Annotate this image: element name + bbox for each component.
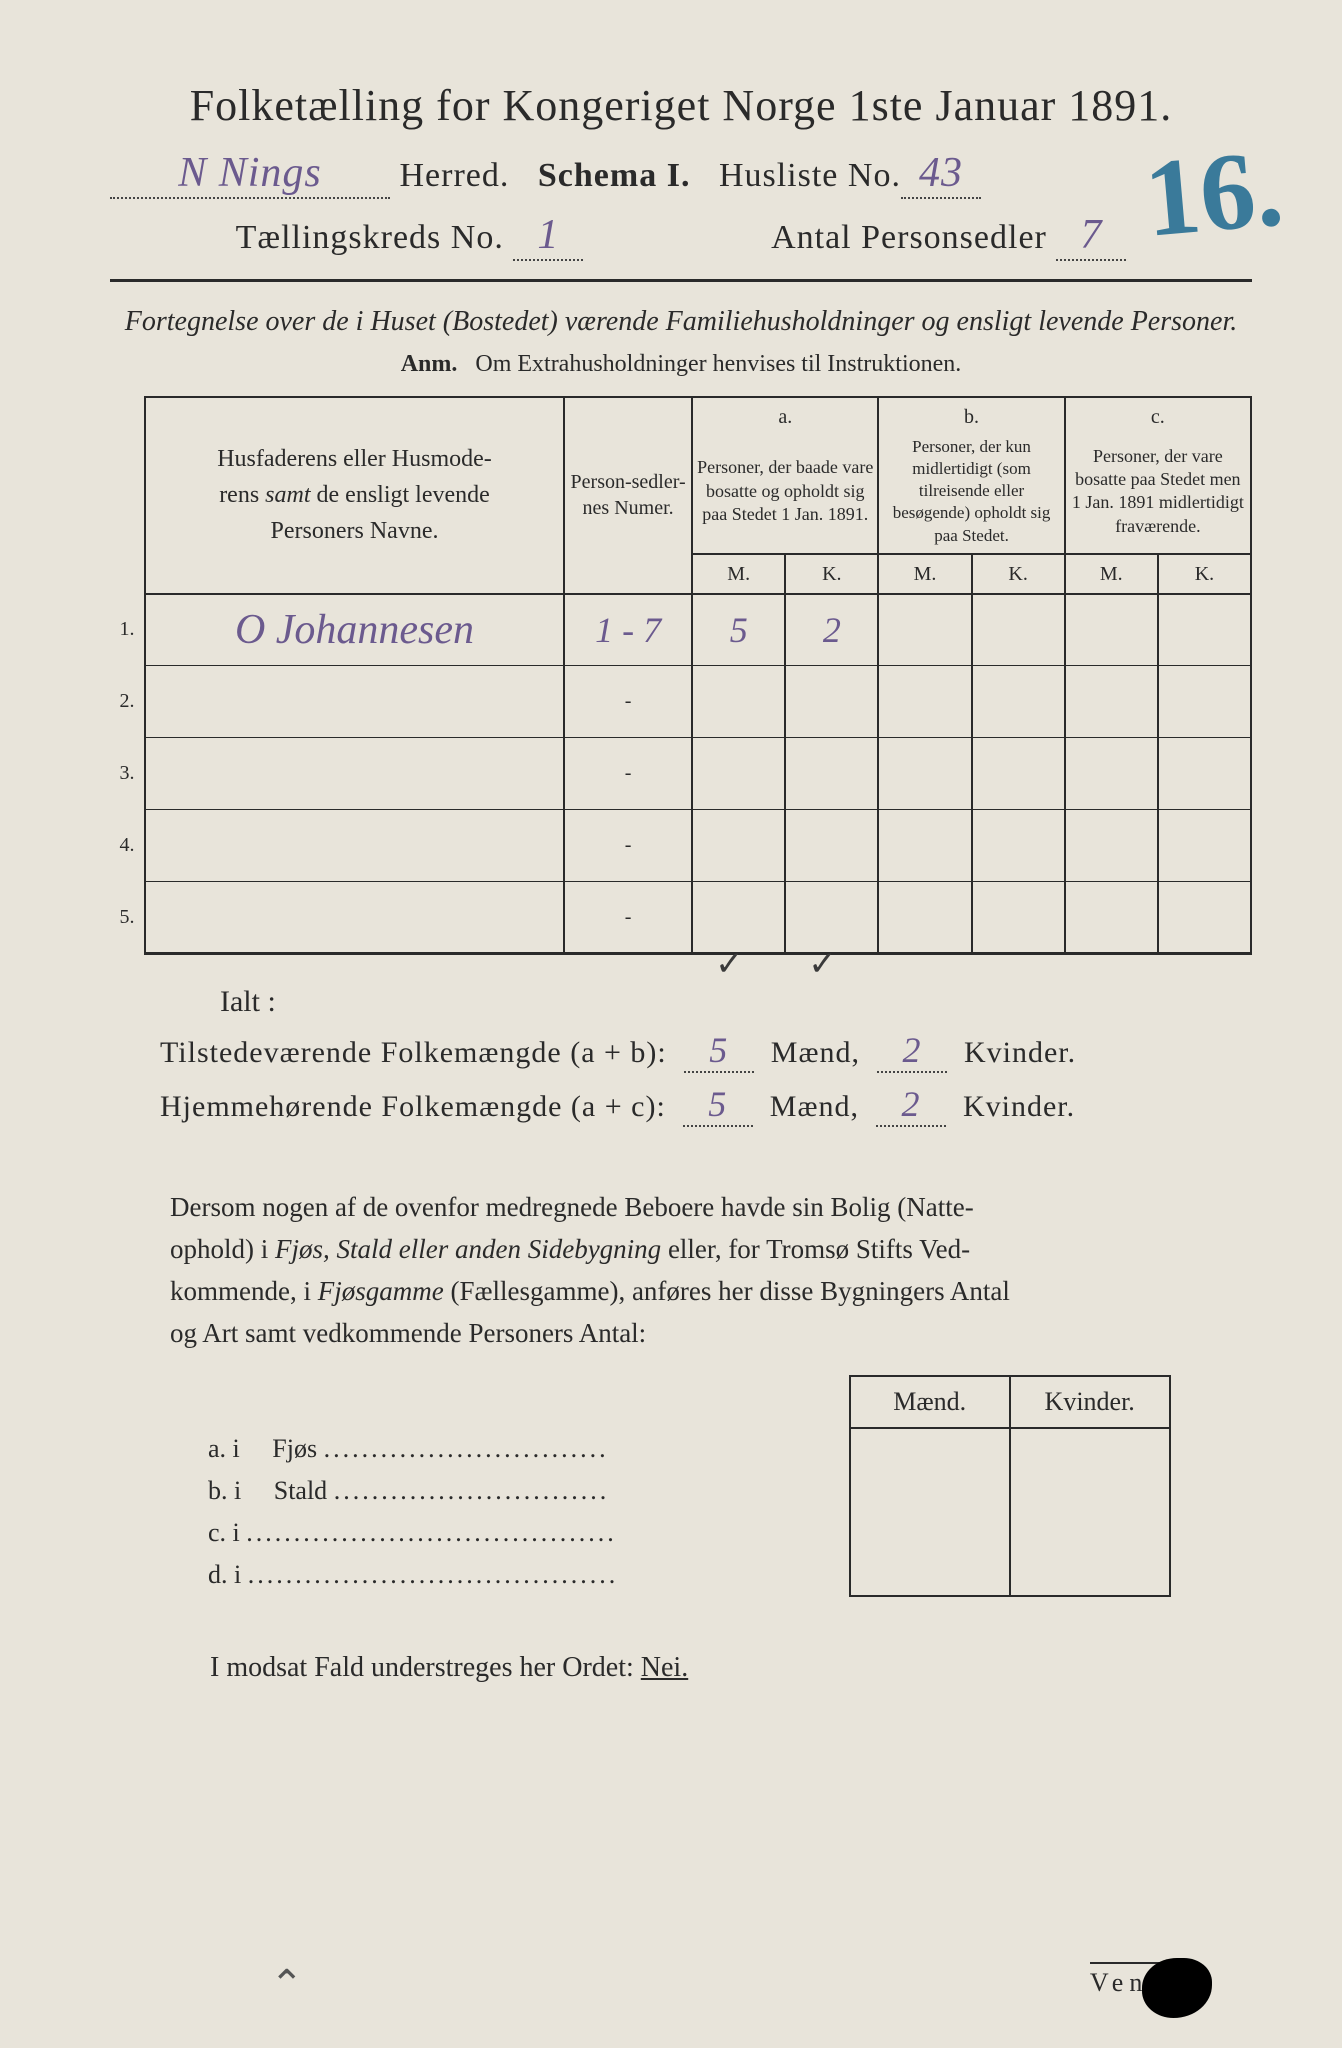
anm-label: Anm. bbox=[401, 351, 458, 377]
col-c-text: Personer, der vare bosatte paa Stedet me… bbox=[1065, 430, 1251, 553]
totals-line2-k: 2 bbox=[901, 1084, 920, 1124]
husliste-value: 43 bbox=[919, 150, 963, 196]
row1-name: O Johannesen bbox=[235, 607, 474, 653]
subtitle: Fortegnelse over de i Huset (Bostedet) v… bbox=[110, 302, 1252, 341]
totals-line2-label: Hjemmehørende Folkemængde (a + c): bbox=[160, 1090, 666, 1123]
col-cm: M. bbox=[1065, 554, 1158, 594]
table-row: 4. - bbox=[110, 810, 1251, 882]
row1-sedler: 1 - 7 bbox=[595, 610, 661, 650]
totals-line1-m: 5 bbox=[709, 1030, 728, 1070]
col-ak: K. bbox=[785, 554, 878, 594]
modsat-text: I modsat Fald understreges her Ordet: bbox=[210, 1652, 634, 1683]
sub-row: c. i ...................................… bbox=[200, 1512, 1170, 1554]
table-row: 3. - bbox=[110, 738, 1251, 810]
sub-row: a. i Fjøs .............................. bbox=[200, 1428, 1170, 1470]
totals-line1-label: Tilstedeværende Folkemængde (a + b): bbox=[160, 1036, 667, 1069]
col-a-text: Personer, der baade vare bosatte og opho… bbox=[692, 430, 878, 553]
ialt-label: Ialt : bbox=[220, 985, 1252, 1019]
row1-am: 5 bbox=[730, 610, 748, 650]
sub-row: b. i Stald ............................. bbox=[200, 1470, 1170, 1512]
herred-label: Herred. bbox=[400, 157, 510, 195]
col-am: M. bbox=[692, 554, 785, 594]
check-am: ✓ bbox=[715, 944, 744, 984]
ink-blot bbox=[1142, 1958, 1212, 2018]
col-b-text: Personer, der kun midlertidigt (som tilr… bbox=[878, 430, 1064, 553]
bottom-mark: ⌃ bbox=[270, 1961, 304, 2008]
col-ck: K. bbox=[1158, 554, 1251, 594]
nei-word: Nei. bbox=[641, 1652, 688, 1683]
anm-text: Om Extrahusholdninger henvises til Instr… bbox=[475, 351, 961, 377]
antal-label: Antal Personsedler bbox=[771, 219, 1047, 256]
schema-label: Schema I. bbox=[538, 157, 691, 195]
col-a-label: a. bbox=[692, 397, 878, 430]
husliste-label: Husliste No. bbox=[719, 157, 901, 195]
table-row: 2. - bbox=[110, 666, 1251, 738]
col-bm: M. bbox=[878, 554, 971, 594]
col-names: Husfaderens eller Husmode-rens samt de e… bbox=[217, 446, 492, 544]
kvinder-label2: Kvinder. bbox=[963, 1090, 1075, 1123]
col-bk: K. bbox=[972, 554, 1065, 594]
kreds-label: Tællingskreds No. bbox=[236, 219, 504, 256]
totals-line1-k: 2 bbox=[902, 1030, 921, 1070]
sub-row: d. i ...................................… bbox=[200, 1554, 1170, 1596]
row1-ak: 2 bbox=[823, 610, 841, 650]
herred-value: N Nings bbox=[178, 150, 322, 196]
side-building-paragraph: Dersom nogen af de ovenfor medregnede Be… bbox=[170, 1187, 1232, 1354]
col-c-label: c. bbox=[1065, 397, 1251, 430]
table-row: 1. O Johannesen 1 - 7 5 2 bbox=[110, 594, 1251, 666]
sub-kvinder: Kvinder. bbox=[1010, 1376, 1170, 1428]
maend-label2: Mænd, bbox=[770, 1090, 859, 1123]
maend-label: Mænd, bbox=[771, 1036, 860, 1069]
kvinder-label: Kvinder. bbox=[964, 1036, 1076, 1069]
table-row: 5. - ✓ ✓ bbox=[110, 882, 1251, 954]
col-b-label: b. bbox=[878, 397, 1064, 430]
sub-table: Mænd. Kvinder. a. i Fjøs ...............… bbox=[200, 1375, 1171, 1597]
totals-line2-m: 5 bbox=[708, 1084, 727, 1124]
kreds-value: 1 bbox=[537, 212, 559, 258]
check-ak: ✓ bbox=[808, 944, 837, 984]
antal-value: 7 bbox=[1080, 212, 1102, 258]
col-numer: Person-sedler-nes Numer. bbox=[564, 397, 692, 593]
main-table: Husfaderens eller Husmode-rens samt de e… bbox=[110, 396, 1252, 955]
page-title: Folketælling for Kongeriget Norge 1ste J… bbox=[110, 80, 1252, 131]
divider bbox=[110, 279, 1252, 282]
sub-maend: Mænd. bbox=[850, 1376, 1010, 1428]
stamp-number: 16. bbox=[1139, 124, 1287, 263]
